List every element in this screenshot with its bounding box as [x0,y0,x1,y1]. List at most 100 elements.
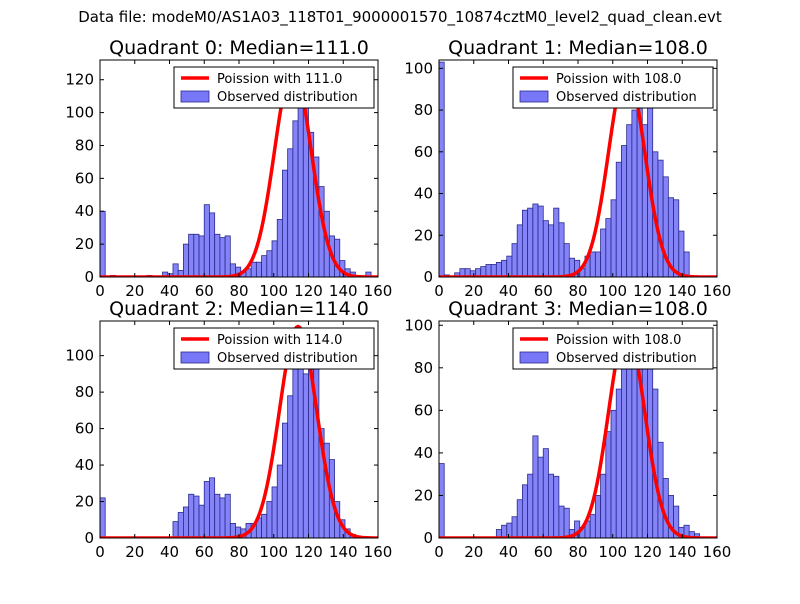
legend-label-observed: Observed distribution [556,90,697,105]
histogram-bar [563,243,570,277]
legend-label-poisson: Poission with 108.0 [556,72,681,87]
histogram-bar [193,495,200,538]
y-tick-label: 0 [84,268,94,286]
histogram-bar [209,477,216,538]
x-tick-label: 140 [329,543,358,561]
histogram-bar [266,250,273,277]
histogram-bar [511,243,518,277]
histogram-bar [522,484,529,538]
histogram-bar [193,233,200,277]
x-tick-label: 100 [598,543,627,561]
x-tick-label: 0 [434,543,444,561]
histogram-bar [527,473,534,538]
y-tick-label: 80 [414,101,433,119]
histogram-bar [501,524,508,538]
histogram-bar [203,481,210,538]
histogram-bar [255,261,262,277]
x-tick-label: 120 [294,282,323,300]
x-tick-label: 80 [568,282,587,300]
legend-label-poisson: Poission with 111.0 [217,72,342,87]
x-tick-label: 140 [668,282,697,300]
histogram-bar [172,263,179,277]
histogram-bar [182,506,190,538]
x-tick-label: 160 [703,543,732,561]
y-tick-label: 60 [414,401,433,419]
subplot-title: Quadrant 0: Median=111.0 [109,37,369,59]
histogram-bar [198,504,205,538]
x-tick-label: 100 [259,543,288,561]
histogram-bar [506,255,513,277]
histogram-bar [271,486,278,538]
y-tick-label: 20 [414,486,433,504]
legend-label-poisson: Poission with 108.0 [556,333,681,348]
x-tick-label: 80 [229,543,248,561]
histogram-bar [209,212,216,277]
subplot-quadrant-2: 0 20 40 60 80 100 120 140 160 0 20 40 60 80 100 Quadran… [65,298,392,561]
legend-bar-swatch [519,90,549,103]
y-tick-label: 20 [414,226,433,244]
x-tick-label: 100 [598,282,627,300]
histogram-bar [610,409,617,538]
histogram-bar [276,219,283,277]
histogram-bar [334,238,341,277]
y-tick-label: 80 [414,359,433,377]
y-tick-label: 120 [65,71,94,89]
y-tick-label: 0 [84,529,94,547]
histogram-bar [501,259,508,277]
histogram-bar [292,362,299,538]
x-tick-label: 0 [95,543,105,561]
histogram-bar [219,237,226,277]
x-tick-label: 0 [434,282,444,300]
histogram-bar [532,203,539,277]
histogram-bar [219,497,226,538]
legend-bar-swatch [180,351,210,364]
legend-bar-swatch [180,90,210,103]
histogram-bar [605,218,612,277]
legend-label-observed: Observed distribution [217,90,358,105]
histogram-bar [626,124,633,277]
histogram-bar [542,220,549,277]
histogram-bar [261,513,268,538]
legend-label-observed: Observed distribution [217,351,358,366]
histogram-bar [594,495,601,538]
x-tick-label: 120 [294,543,323,561]
subplot-quadrant-0: 0 20 40 60 80 100 120 140 160 0 20 40 60 80 100 120 Quad… [65,37,392,300]
x-tick-label: 160 [364,543,393,561]
histogram-bar [198,235,205,277]
histogram-bar [439,463,445,538]
histogram-bar [558,222,565,277]
histogram-bar [631,109,638,277]
histogram-bar [439,61,445,277]
histogram-bar [177,512,184,538]
x-tick-label: 140 [668,543,697,561]
histogram-bar [365,271,372,277]
histogram-bar [600,473,607,538]
x-tick-label: 120 [633,282,662,300]
poisson-curve [439,68,717,277]
histogram-bar [282,422,289,538]
histogram-bar [287,395,294,538]
histogram-bar [600,228,607,277]
histogram-bar [594,251,601,277]
histogram-bar [485,264,492,277]
subplot-title: Quadrant 1: Median=108.0 [448,37,708,59]
legend: Poission with 111.0 Observed distribution [173,66,375,109]
histogram-bar [224,235,231,277]
y-tick-label: 100 [65,347,94,365]
x-tick-label: 0 [95,282,105,300]
histogram-bar [631,354,638,538]
subplot-quadrant-3: 0 20 40 60 80 100 120 140 160 0 20 40 60 80 100 Quadran… [404,298,731,561]
x-tick-label: 40 [499,543,518,561]
x-tick-label: 40 [499,282,518,300]
histogram-bar [621,145,628,277]
x-tick-label: 20 [125,282,144,300]
histogram-bar [511,516,518,538]
histogram-bar [553,207,560,277]
histogram-bar [203,204,210,277]
histogram-bar [292,120,299,277]
histogram-bar [266,501,273,538]
histogram-bar [100,497,106,538]
y-tick-label: 60 [75,420,94,438]
x-tick-label: 20 [464,282,483,300]
